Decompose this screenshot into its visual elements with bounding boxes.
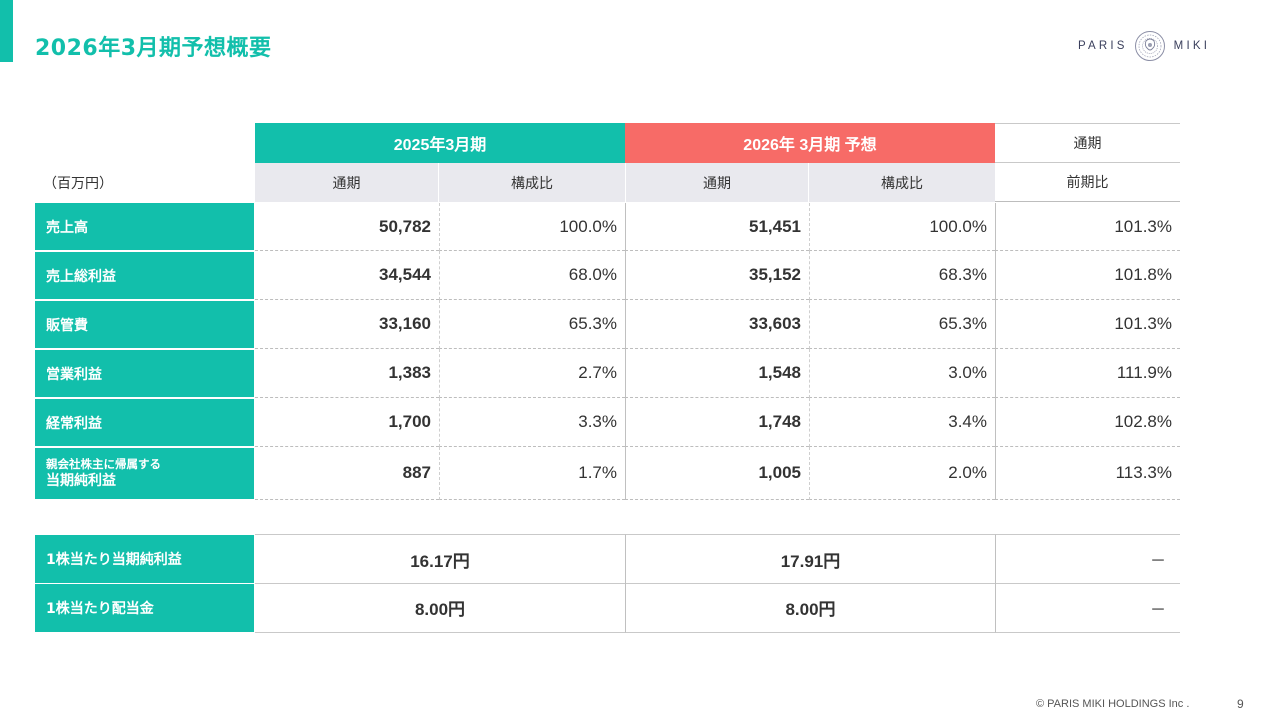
cell-value: 65.3% [439,300,625,349]
cell-value: 3.3% [439,398,625,447]
cell-value: 1.7% [439,447,625,500]
logo-emblem-icon [1134,31,1165,61]
cell-value: 65.3% [809,300,995,349]
cell-value: 1,548 [625,349,809,398]
cell-value: 102.8% [995,398,1180,447]
logo-text-right: MIKI [1173,40,1211,52]
cell-value: 35,152 [625,251,809,300]
row-label-line2: 当期純利益 [46,473,116,489]
header-full-year: 通期 [995,123,1180,163]
cell-value: 34,544 [255,251,439,300]
page-title: 2026年3月期予想概要 [35,36,272,61]
cell-value: 111.9% [995,349,1180,398]
cell-value: 887 [255,447,439,500]
row-label-line1: 親会社株主に帰属する [46,457,161,471]
cell-value: 2.0% [809,447,995,500]
cell-value: 100.0% [809,203,995,251]
logo-text-left: PARIS [1078,40,1128,52]
subheader-fy2025-ratio: 構成比 [439,163,625,202]
cell-value: 113.3% [995,447,1180,500]
row-label-ordinary-income: 経常利益 [35,399,254,446]
page-number: 9 [1237,697,1244,711]
title-accent-bar [0,0,13,62]
cell-value: 33,160 [255,300,439,349]
unit-label: （百万円） [43,174,113,191]
subheader-yoy: 前期比 [995,163,1180,202]
cell-value: 1,748 [625,398,809,447]
cell-value: 8.00円 [255,583,625,633]
subheader-fy2026-ratio: 構成比 [809,163,995,202]
cell-value: 1,700 [255,398,439,447]
header-fy2026-forecast: 2026年 3月期 予想 [625,123,995,163]
cell-value: 33,603 [625,300,809,349]
cell-value: 51,451 [625,203,809,251]
cell-value: － [995,534,1180,584]
row-label-eps: 1株当たり当期純利益 [35,535,254,583]
footer-copyright: © PARIS MIKI HOLDINGS Inc . [1036,698,1190,710]
row-label-operating-income: 営業利益 [35,350,254,397]
subheader-fy2026-full: 通期 [625,163,809,202]
cell-value: － [995,583,1180,633]
company-logo: PARIS MIKI [1078,30,1210,62]
cell-value: 68.0% [439,251,625,300]
cell-value: 3.4% [809,398,995,447]
row-label-net-income: 親会社株主に帰属する 当期純利益 [35,448,254,499]
cell-value: 101.3% [995,300,1180,349]
cell-value: 1,005 [625,447,809,500]
cell-value: 50,782 [255,203,439,251]
cell-value: 100.0% [439,203,625,251]
cell-value: 101.8% [995,251,1180,300]
row-label-gross-profit: 売上総利益 [35,252,254,299]
row-label-dividend: 1株当たり配当金 [35,584,254,632]
subheader-fy2025-full: 通期 [255,163,439,202]
cell-value: 68.3% [809,251,995,300]
cell-value: 2.7% [439,349,625,398]
row-label-net-sales: 売上高 [35,203,254,250]
header-fy2025: 2025年3月期 [255,123,625,163]
cell-value: 101.3% [995,203,1180,251]
cell-value: 17.91円 [625,534,995,584]
row-label-sga: 販管費 [35,301,254,348]
cell-value: 16.17円 [255,534,625,584]
cell-value: 1,383 [255,349,439,398]
cell-value: 8.00円 [625,583,995,633]
cell-value: 3.0% [809,349,995,398]
